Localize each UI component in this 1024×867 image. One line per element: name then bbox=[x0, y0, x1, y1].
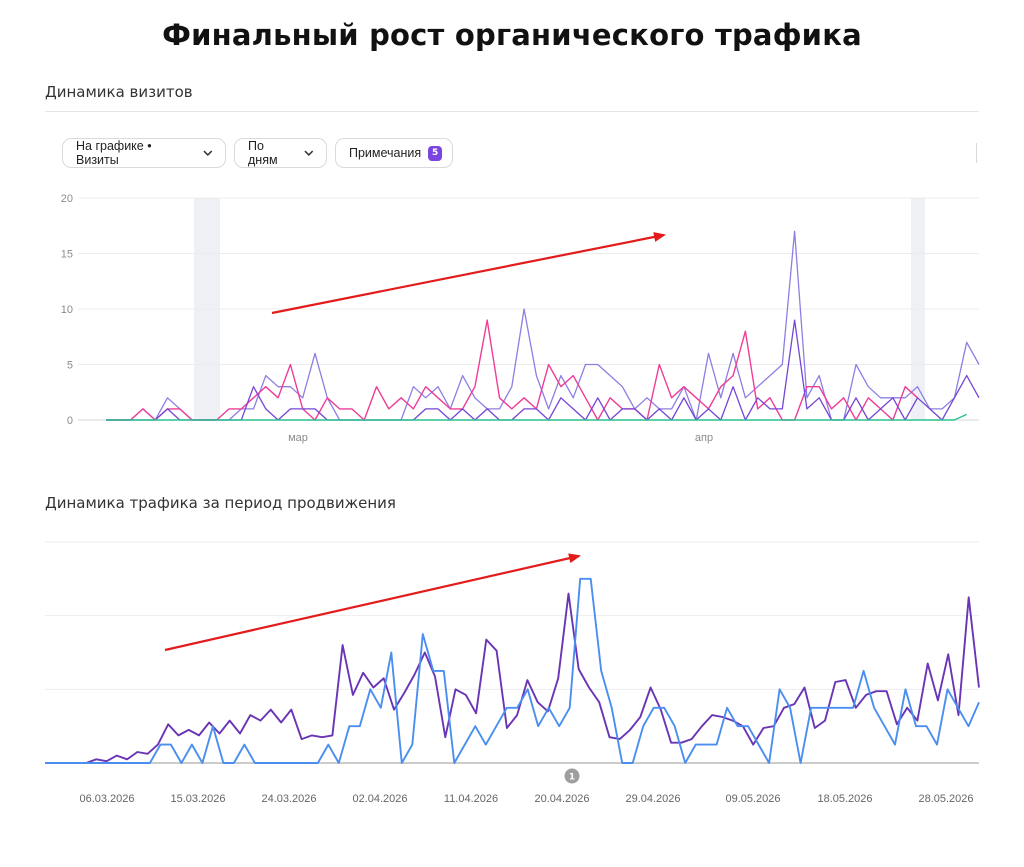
trend-arrow bbox=[164, 553, 581, 652]
visits-series-line-teal bbox=[106, 413, 967, 421]
x-tick-label: 18.05.2026 bbox=[817, 793, 872, 805]
x-tick-label: 15.03.2026 bbox=[170, 793, 225, 805]
traffic-series-line-blue bbox=[45, 577, 980, 764]
x-tick-label: 20.04.2026 bbox=[534, 793, 589, 805]
x-tick-label: 09.05.2026 bbox=[725, 793, 780, 805]
period-label: По дням bbox=[248, 139, 278, 167]
notes-label: Примечания bbox=[349, 146, 422, 160]
graph-metric-label: На графике • Визиты bbox=[76, 139, 152, 167]
note-marker[interactable] bbox=[564, 768, 580, 784]
page-title: Финальный рост органического трафика bbox=[162, 18, 862, 52]
traffic-section-title: Динамика трафика за период продвижения bbox=[45, 494, 396, 512]
trend-arrow bbox=[271, 232, 666, 315]
traffic-series-line-dark_purple bbox=[45, 592, 980, 764]
y-tick-label: 0 bbox=[67, 415, 73, 427]
y-tick-label: 5 bbox=[67, 360, 73, 372]
x-tick-label: мар bbox=[288, 432, 308, 444]
toolbar-overflow-edge bbox=[976, 143, 980, 163]
visits-toolbar: На графике • Визиты По дням Примечания 5 bbox=[62, 138, 453, 170]
period-dropdown[interactable]: По дням bbox=[234, 138, 327, 168]
x-tick-label: апр bbox=[695, 432, 713, 444]
visits-divider bbox=[45, 111, 979, 112]
notes-count-badge: 5 bbox=[428, 145, 443, 161]
x-tick-label: 02.04.2026 bbox=[352, 793, 407, 805]
visits-series-line-pink bbox=[106, 319, 918, 421]
x-tick-label: 06.03.2026 bbox=[79, 793, 134, 805]
x-tick-label: 29.04.2026 bbox=[625, 793, 680, 805]
x-tick-label: 24.03.2026 bbox=[261, 793, 316, 805]
notes-button[interactable]: Примечания 5 bbox=[335, 138, 453, 168]
traffic-chart: 06.03.2026 15.03.2026 24.03.2026 02.04.2026… bbox=[45, 541, 980, 805]
chevron-down-icon bbox=[304, 150, 314, 156]
x-tick-label: 11.04.2026 bbox=[444, 793, 498, 805]
note-marker-label: 1 bbox=[569, 773, 575, 783]
graph-metric-dropdown[interactable]: На графике • Визиты bbox=[62, 138, 226, 168]
y-tick-label: 10 bbox=[61, 304, 73, 316]
y-tick-label: 15 bbox=[61, 249, 73, 261]
x-tick-label: 28.05.2026 bbox=[918, 793, 973, 805]
y-tick-label: 20 bbox=[61, 193, 73, 205]
visits-section-title: Динамика визитов bbox=[45, 83, 193, 101]
chevron-down-icon bbox=[203, 150, 213, 156]
visits-chart: 0 5 10 15 20 мар апр bbox=[61, 193, 980, 444]
